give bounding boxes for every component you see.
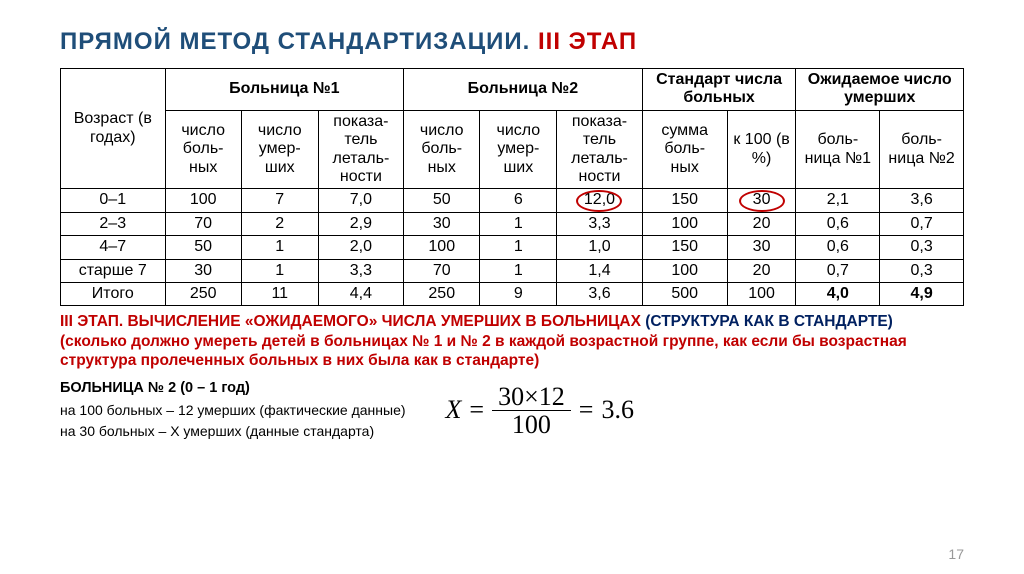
formula-numerator: 30×12 [492,383,571,411]
standardization-table: Возраст (в годах) Больница №1 Больница №… [60,68,964,306]
th-lethal-2: показа-тель леталь-ности [557,110,642,189]
th-exp-h1: боль-ница №1 [796,110,880,189]
table-row: 2–37022,93013,3100200,60,7 [61,212,964,235]
circle-highlight [739,190,785,212]
th-standard: Стандарт числа больных [642,69,796,111]
formula-denominator: 100 [506,411,557,438]
formula-var: X [446,395,462,425]
th-deaths-2: число умер-ших [480,110,557,189]
formula-eq2: = [579,395,594,425]
para-line1a: III ЭТАП. ВЫЧИСЛЕНИЕ «ОЖИДАЕМОГО» ЧИСЛА … [60,313,645,330]
th-patients-2: число боль-ных [404,110,480,189]
calc-text: БОЛЬНИЦА № 2 (0 – 1 год) на 100 больных … [60,378,406,442]
th-age: Возраст (в годах) [61,69,166,189]
th-hospital1: Больница №1 [165,69,404,111]
th-deaths-1: число умер-ших [241,110,318,189]
para-line1b: (СТРУКТУРА КАК В СТАНДАРТЕ) [645,313,893,330]
th-expected: Ожидаемое число умерших [796,69,964,111]
page-number: 17 [948,546,964,562]
total-label: Итого [61,282,166,305]
title-stage: III ЭТАП [538,28,637,55]
th-k100: к 100 (в %) [727,110,796,189]
formula: X = 30×12 100 = 3.6 [446,383,634,439]
table-row: 0–110077,050612,0150302,13,6 [61,189,964,212]
calc-line1: на 100 больных – 12 умерших (фактические… [60,400,406,421]
para-line2: (сколько должно умереть детей в больница… [60,333,907,369]
formula-eq1: = [469,395,484,425]
table-row: старше 73013,37011,4100200,70,3 [61,259,964,282]
stage-description: III ЭТАП. ВЫЧИСЛЕНИЕ «ОЖИДАЕМОГО» ЧИСЛА … [60,312,964,370]
slide-title: ПРЯМОЙ МЕТОД СТАНДАРТИЗАЦИИ. III ЭТАП [60,28,964,56]
th-hospital2: Больница №2 [404,69,643,111]
th-patients-1: число боль-ных [165,110,241,189]
th-lethal-1: показа-тель леталь-ности [318,110,403,189]
total-row: Итого 250 11 4,4 250 9 3,6 500 100 4,0 4… [61,282,964,305]
title-main: ПРЯМОЙ МЕТОД СТАНДАРТИЗАЦИИ. [60,28,530,55]
th-exp-h2: боль-ница №2 [880,110,964,189]
circle-highlight [576,190,622,212]
calc-line2: на 30 больных – X умерших (данные станда… [60,421,406,442]
th-sum: сумма боль-ных [642,110,727,189]
calc-header: БОЛЬНИЦА № 2 (0 – 1 год) [60,378,406,400]
table-row: 4–75012,010011,0150300,60,3 [61,236,964,259]
formula-result: 3.6 [601,395,634,425]
